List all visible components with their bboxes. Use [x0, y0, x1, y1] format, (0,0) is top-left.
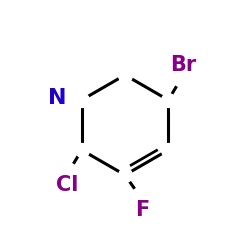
Text: F: F — [136, 200, 149, 220]
Text: Br: Br — [170, 55, 196, 75]
Text: Cl: Cl — [56, 175, 78, 195]
Text: N: N — [48, 88, 67, 108]
